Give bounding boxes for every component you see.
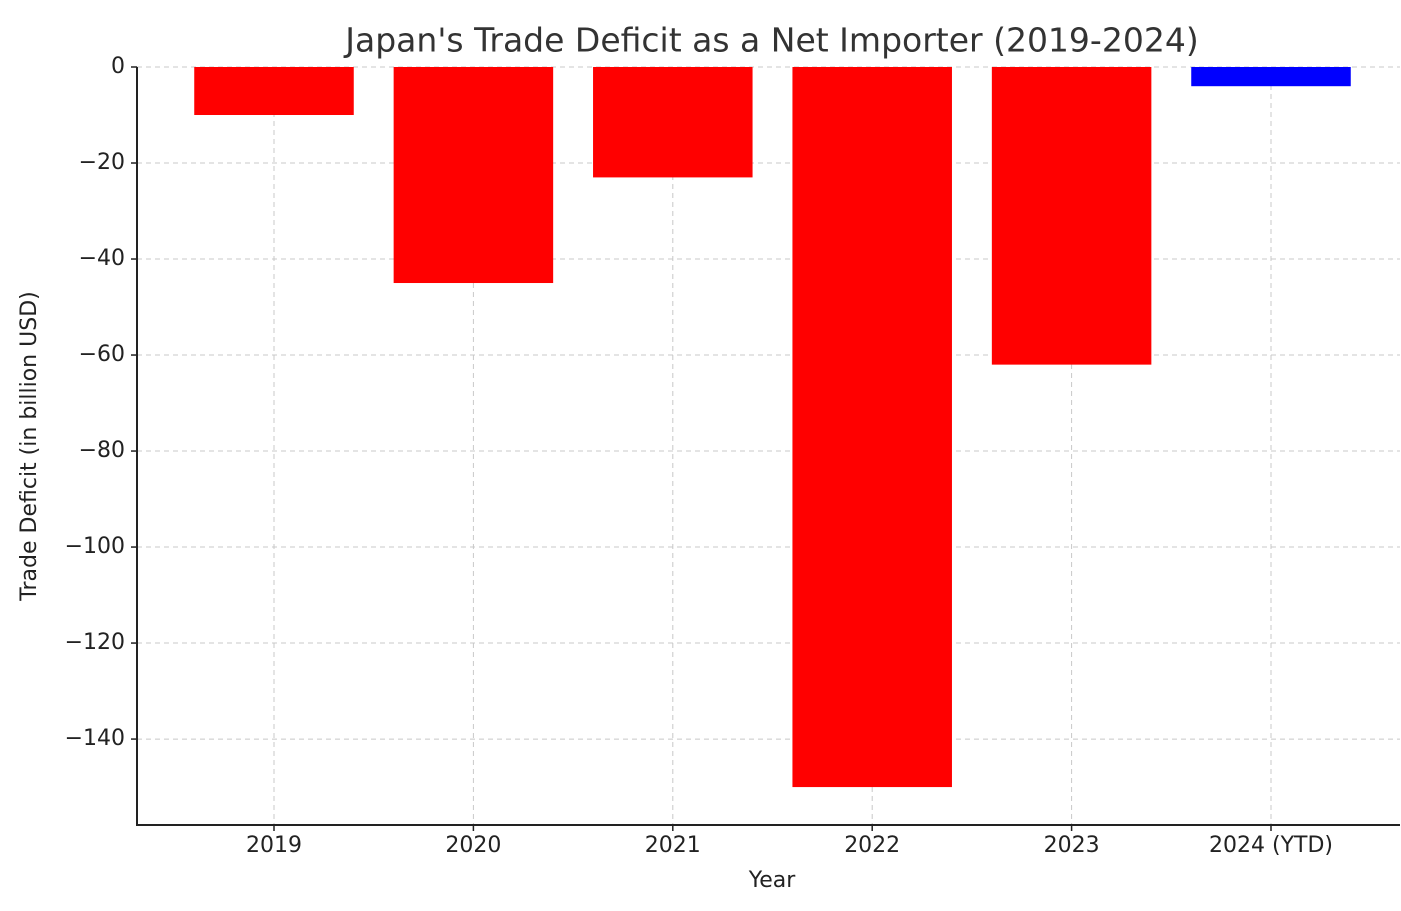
bars <box>194 67 1351 788</box>
y-tick-label: −20 <box>79 150 125 175</box>
x-tick-label: 2019 <box>246 833 302 858</box>
y-tick-label: −80 <box>79 438 125 463</box>
x-tick-label: 2024 (YTD) <box>1209 833 1333 858</box>
bar <box>792 67 952 788</box>
bar <box>1191 67 1351 87</box>
bar <box>393 67 554 284</box>
x-tick-label: 2020 <box>445 833 501 858</box>
x-axis-label: Year <box>748 868 797 893</box>
y-tick-label: −100 <box>65 534 125 559</box>
y-axis-label: Trade Deficit (in billion USD) <box>17 291 42 601</box>
y-tick-label: −120 <box>65 630 125 655</box>
grid <box>137 66 1400 825</box>
bar <box>593 67 753 178</box>
x-tick-label: 2021 <box>645 833 701 858</box>
x-tick-label: 2023 <box>1044 833 1100 858</box>
y-tick-label: 0 <box>111 54 125 79</box>
bar <box>991 67 1152 365</box>
x-tick-label: 2022 <box>844 833 900 858</box>
y-tick-label: −60 <box>79 342 125 367</box>
chart-title: Japan's Trade Deficit as a Net Importer … <box>343 21 1198 60</box>
bar <box>194 67 354 116</box>
y-tick-label: −40 <box>79 246 125 271</box>
y-tick-label: −140 <box>65 726 125 751</box>
